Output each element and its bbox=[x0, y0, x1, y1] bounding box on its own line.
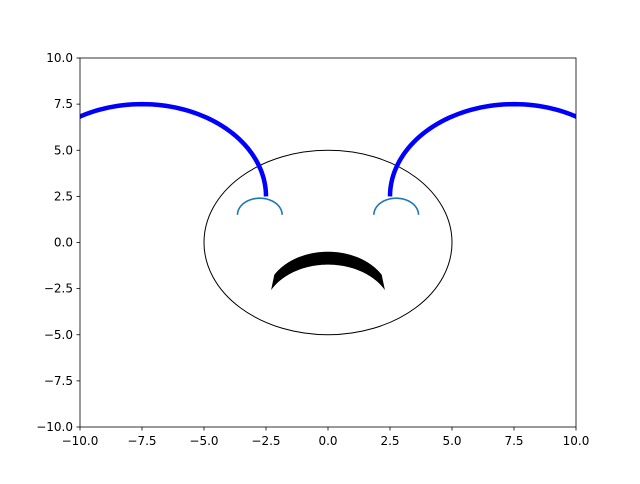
y-tick-label: −5.0 bbox=[44, 328, 73, 342]
x-tick-label: −5.0 bbox=[189, 434, 218, 448]
mouth-crescent bbox=[271, 251, 385, 291]
antenna-arc bbox=[387, 101, 576, 197]
eye-arc bbox=[373, 197, 420, 215]
y-tick-label: 0.0 bbox=[54, 236, 73, 250]
x-tick-label: 0.0 bbox=[318, 434, 337, 448]
face-ellipse bbox=[203, 149, 453, 336]
x-tick-label: −2.5 bbox=[251, 434, 280, 448]
x-tick-label: 5.0 bbox=[442, 434, 461, 448]
y-tick-label: −2.5 bbox=[44, 282, 73, 296]
x-tick-label: 7.5 bbox=[504, 434, 523, 448]
y-tick-label: 5.0 bbox=[54, 143, 73, 157]
x-axis: −10.0 −7.5 −5.0 −2.5 0.0 2.5 5.0 7.5 10.0 bbox=[62, 427, 590, 448]
y-axis: −10.0 −7.5 −5.0 −2.5 0.0 2.5 5.0 7.5 10.0 bbox=[36, 51, 80, 434]
y-tick-label: 2.5 bbox=[54, 189, 73, 203]
y-tick-label: −7.5 bbox=[44, 374, 73, 388]
y-tick-label: −10.0 bbox=[36, 420, 73, 434]
shapes-layer bbox=[80, 101, 576, 336]
antenna-arc bbox=[80, 101, 269, 197]
y-tick-label: 7.5 bbox=[54, 97, 73, 111]
plot-area bbox=[80, 58, 576, 427]
x-tick-label: 2.5 bbox=[380, 434, 399, 448]
y-tick-label: 10.0 bbox=[46, 51, 73, 65]
x-tick-label: 10.0 bbox=[563, 434, 590, 448]
eye-arc bbox=[236, 197, 283, 215]
x-tick-label: −10.0 bbox=[62, 434, 99, 448]
x-tick-label: −7.5 bbox=[127, 434, 156, 448]
